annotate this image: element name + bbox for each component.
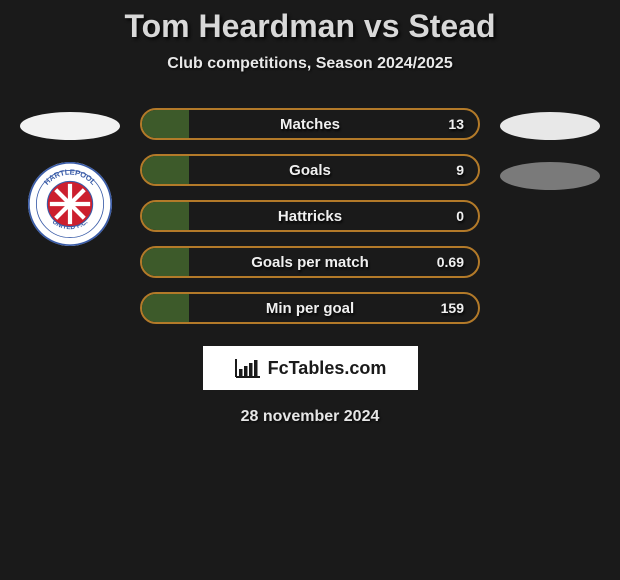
page-title: Tom Heardman vs Stead [124,8,495,45]
right-player-club-badge-placeholder [500,162,600,190]
stat-bar-fill [142,156,189,184]
subtitle: Club competitions, Season 2024/2025 [167,55,452,73]
stat-label: Goals [289,162,331,179]
stat-bar: Goals per match 0.69 [140,246,480,278]
site-logo-link[interactable]: FcTables.com [203,346,418,390]
stat-value: 0.69 [437,254,464,270]
stat-list: Matches 13 Goals 9 Hattricks 0 Goals per match… [140,108,480,324]
stat-bar: Goals 9 [140,154,480,186]
left-player-club-badge: HARTLEPOOL UNITED F.C. [28,162,112,246]
left-player-col: HARTLEPOOL UNITED F.C. [20,108,120,246]
stat-bar-fill [142,294,189,322]
stat-bar: Min per goal 159 [140,292,480,324]
stat-value: 13 [448,116,464,132]
hartlepool-badge-icon: HARTLEPOOL UNITED F.C. [28,162,112,246]
left-player-avatar-placeholder [20,112,120,140]
stat-value: 159 [441,300,464,316]
footer: FcTables.com 28 november 2024 [203,346,418,426]
stat-bar: Matches 13 [140,108,480,140]
generation-date: 28 november 2024 [241,408,380,426]
bar-chart-icon [234,357,262,379]
stat-value: 0 [456,208,464,224]
stat-label: Goals per match [251,254,369,271]
site-logo-text: FcTables.com [268,358,387,379]
stat-bar: Hattricks 0 [140,200,480,232]
right-player-avatar-placeholder [500,112,600,140]
stat-bar-fill [142,248,189,276]
comparison-container: Tom Heardman vs Stead Club competitions,… [0,0,620,426]
stat-bar-fill [142,110,189,138]
stat-label: Matches [280,116,340,133]
right-player-col [500,108,600,190]
stat-label: Hattricks [278,208,342,225]
stat-value: 9 [456,162,464,178]
stat-label: Min per goal [266,300,354,317]
main-row: HARTLEPOOL UNITED F.C. [0,108,620,324]
stat-bar-fill [142,202,189,230]
